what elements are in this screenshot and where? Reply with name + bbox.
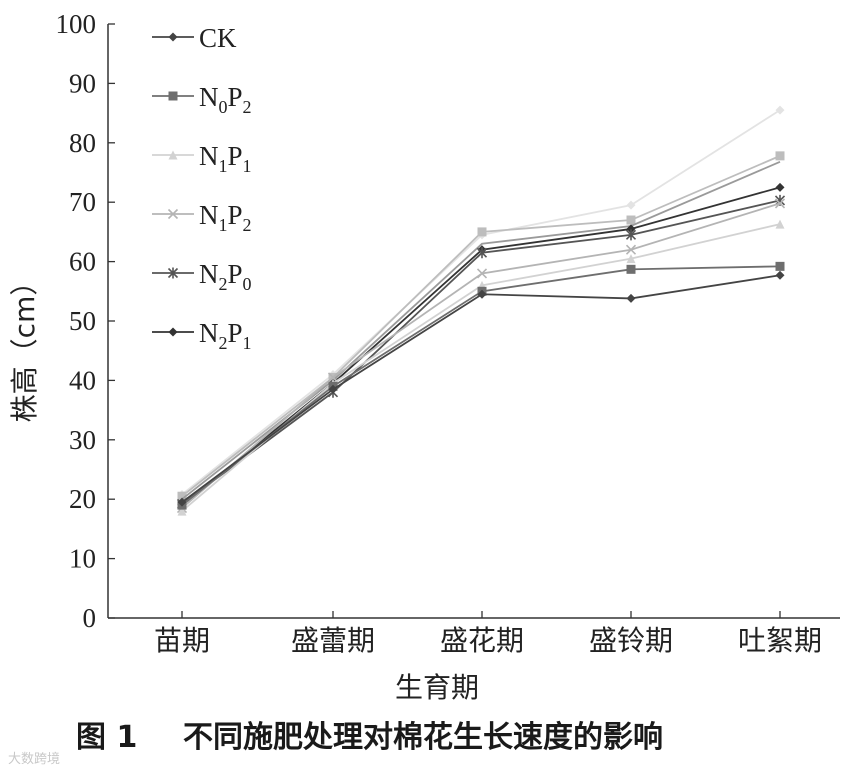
y-axis-label: 株高（cm） [8,268,41,423]
series-line [181,199,781,505]
data-point [167,267,179,279]
data-point [775,182,785,192]
data-point [167,208,179,220]
x-tick-label: 苗期 [154,624,210,657]
line-chart: 0 10 20 30 40 50 60 70 80 90 100 苗期 盛蕾期 盛花期 盛铃期 吐絮期 CK N… [8,9,840,704]
data-point [775,219,785,229]
x-tick-label: 盛铃期 [589,624,673,657]
data-point [774,198,786,209]
legend-item: N2P0 [152,259,252,294]
figure-caption: 图 1 不同施肥处理对棉花生长速度的影响 [0,706,865,766]
y-tick-label: 0 [83,603,97,633]
y-tick-label: 20 [69,484,96,514]
y-tick-label: 100 [56,9,97,39]
data-point [328,384,338,394]
data-point [477,227,487,237]
legend-item: N0P2 [152,82,252,117]
data-point [775,151,785,161]
legend-label: N2P1 [199,318,252,353]
data-point [168,91,178,101]
data-point [476,268,488,279]
x-tick-label: 盛蕾期 [291,624,375,657]
data-point [168,32,178,42]
data-point [625,229,637,241]
data-point [477,289,487,299]
data-point [625,244,637,255]
legend-item: N2P1 [152,318,252,353]
y-tick-label: 70 [69,187,96,217]
x-tick-label: 盛花期 [440,624,524,657]
y-tick-label: 50 [69,306,96,336]
figure-title: 不同施肥处理对棉花生长速度的影响 [183,720,663,755]
data-point [626,293,636,303]
data-point [626,215,636,225]
y-tick-label: 40 [69,365,96,395]
data-point [626,224,636,234]
data-point [177,491,187,501]
series-N0P2 [177,261,785,510]
data-point [168,150,178,160]
legend-label: N2P0 [199,259,252,294]
data-point [626,254,636,264]
x-tick-label: 吐絮期 [738,624,822,657]
legend-label: CK [199,23,237,53]
data-point [626,264,636,274]
legend-item: N1P1 [152,141,252,176]
series-N2P0 [176,194,786,510]
watermark: 大数跨境 [8,752,61,767]
y-tick-label: 90 [69,68,96,98]
series-N1P2 [176,198,786,514]
series-line [181,274,781,503]
series-line [181,155,781,497]
y-tick-label: 60 [69,247,96,277]
series-line [181,265,781,506]
series-lines [176,105,786,516]
x-axis-label: 生育期 [395,671,479,704]
series-line [181,223,781,512]
legend-label: N0P2 [199,82,252,117]
legend-label: N1P2 [199,200,252,235]
y-tick-label: 10 [69,544,96,574]
legend: CK N0P2 N1P1 N1P2 N2P0 N2P1 [152,23,252,353]
legend-item: CK [152,23,237,53]
data-point [177,506,187,516]
data-point [168,327,178,337]
legend-item: N1P2 [152,200,252,235]
series-CK [177,270,785,507]
y-tick-label: 30 [69,425,96,455]
legend-label: N1P1 [199,141,252,176]
data-point [775,105,785,115]
data-point [626,200,636,210]
data-point [476,247,488,259]
data-point [775,270,785,280]
figure-number: 图 1 [76,720,138,755]
data-point [177,497,187,507]
series-unlabeled [177,151,785,501]
chart-axes: 0 10 20 30 40 50 60 70 80 90 100 苗期 盛蕾期 盛花期 盛铃期 吐絮期 [56,9,840,657]
series-N1P1 [177,219,785,516]
y-tick-label: 80 [69,128,96,158]
data-point [775,261,785,271]
